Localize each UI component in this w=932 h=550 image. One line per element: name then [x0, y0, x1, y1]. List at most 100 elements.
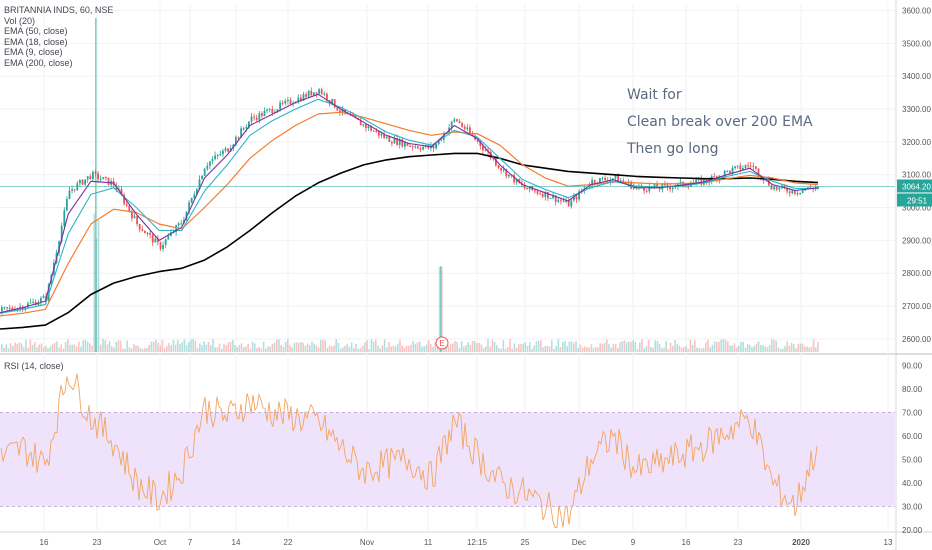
- volume-bar: [801, 343, 804, 352]
- candle-body: [261, 113, 263, 116]
- candle-body: [359, 119, 362, 126]
- volume-bar: [641, 339, 643, 352]
- volume-bar: [5, 344, 7, 352]
- annotation-line-1[interactable]: Wait for: [627, 87, 682, 103]
- candle-body: [453, 119, 456, 122]
- volume-bar: [207, 341, 210, 352]
- volume-bar: [205, 344, 208, 352]
- rsi-legend[interactable]: RSI (14, close): [4, 361, 64, 371]
- volume-bar: [445, 344, 447, 352]
- annotation-line-2[interactable]: Clean break over 200 EMA: [627, 114, 813, 130]
- candle-body: [255, 117, 258, 120]
- volume-bar: [491, 339, 494, 352]
- candle-body: [809, 187, 812, 189]
- candle-body: [240, 128, 242, 138]
- volume-bar: [214, 347, 216, 352]
- volume-bar: [236, 347, 238, 352]
- candle-body: [778, 187, 781, 190]
- candle-body: [674, 186, 677, 188]
- volume-bar: [630, 341, 632, 352]
- volume-bar: [471, 341, 474, 352]
- candle-body: [479, 141, 482, 147]
- volume-bar: [375, 339, 377, 352]
- candle-body: [604, 177, 606, 181]
- time-tick-label: 12:15: [467, 538, 488, 547]
- candle-body: [752, 165, 755, 167]
- volume-bar: [58, 347, 60, 352]
- volume-bar: [815, 347, 817, 352]
- volume-bar: [73, 344, 76, 352]
- candle-body: [323, 93, 326, 95]
- candle-body: [547, 192, 549, 199]
- candle-body: [315, 92, 318, 94]
- candle-body: [258, 113, 261, 120]
- volume-bar: [749, 344, 751, 352]
- candle-body: [188, 202, 190, 212]
- volume-bar: [298, 343, 300, 352]
- volume-bar: [427, 340, 430, 352]
- legend-ema18[interactable]: EMA (18, close): [4, 36, 68, 47]
- candle-body: [536, 191, 539, 194]
- volume-bar: [265, 348, 267, 352]
- candle-body: [284, 100, 287, 104]
- candle-body: [8, 307, 11, 309]
- volume-bar: [524, 342, 527, 352]
- candle-body: [578, 191, 580, 200]
- volume-bar: [709, 347, 711, 352]
- candle-body: [404, 142, 406, 147]
- candle-body: [131, 211, 133, 219]
- volume-bar: [489, 346, 491, 352]
- candle-body: [86, 176, 89, 180]
- price-tick-label: 3400.00: [902, 72, 931, 81]
- volume-bar: [656, 340, 659, 352]
- candle-body: [235, 137, 237, 145]
- volume-bar: [144, 348, 146, 352]
- volume-bar: [760, 344, 762, 352]
- rsi-tick-label: 20.00: [902, 526, 923, 535]
- candle-body: [570, 200, 573, 207]
- volume-bar: [700, 348, 703, 352]
- ema200-line: [0, 152, 819, 330]
- volume-bar: [751, 347, 753, 352]
- legend-ema9[interactable]: EMA (9, close): [4, 47, 63, 58]
- candle-body: [326, 93, 328, 101]
- candle-body: [799, 192, 801, 194]
- volume-bar: [372, 341, 375, 352]
- annotation-line-3[interactable]: Then go long: [627, 141, 719, 157]
- candle-body: [385, 136, 388, 138]
- candle-body: [645, 190, 648, 192]
- countdown-label: 29:51: [907, 196, 928, 205]
- candle-body: [534, 190, 536, 192]
- candle-body: [380, 133, 383, 136]
- volume-bar: [515, 347, 518, 352]
- legend-vol[interactable]: Vol (20): [4, 15, 36, 26]
- volume-bar: [78, 341, 80, 352]
- volume-bar: [159, 345, 161, 352]
- volume-bar: [355, 344, 357, 352]
- volume-bar: [190, 339, 192, 352]
- legend-ema200[interactable]: EMA (200, close): [4, 57, 73, 68]
- volume-bar: [740, 341, 742, 352]
- volume-bar: [667, 348, 670, 352]
- volume-bar: [458, 348, 461, 352]
- legend-ema50[interactable]: EMA (50, close): [4, 26, 68, 37]
- candle-body: [318, 89, 320, 94]
- volume-bar: [782, 348, 784, 352]
- volume-bar: [504, 348, 507, 352]
- volume-bar: [104, 340, 106, 352]
- volume-bar: [291, 347, 293, 352]
- volume-bar: [75, 346, 78, 352]
- candle-body: [302, 94, 305, 101]
- volume-bar: [146, 347, 148, 352]
- volume-bar: [636, 348, 639, 352]
- candle-body: [125, 203, 128, 206]
- volume-bar: [419, 341, 421, 352]
- volume-bar: [223, 343, 225, 352]
- volume-bar: [390, 346, 392, 352]
- candle-body: [170, 232, 172, 237]
- volume-bar: [502, 340, 505, 352]
- volume-bar: [379, 348, 381, 352]
- legend-symbol[interactable]: BRITANNIA INDS, 60, NSE: [4, 5, 114, 15]
- volume-bar: [247, 343, 249, 352]
